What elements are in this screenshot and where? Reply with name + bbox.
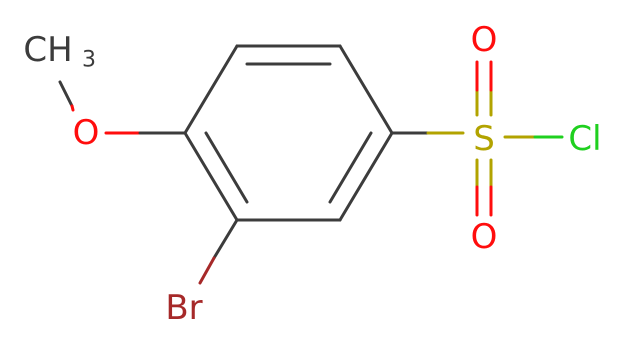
bond xyxy=(183,131,239,222)
bond xyxy=(212,218,239,260)
bond xyxy=(204,131,249,204)
bond xyxy=(328,131,373,204)
oxygen-label: O xyxy=(471,217,498,257)
oxygen-label: O xyxy=(471,20,498,60)
methyl-label: CH xyxy=(23,30,72,70)
bond xyxy=(338,131,394,222)
bromine-label: Br xyxy=(165,288,202,328)
oxygen-label: O xyxy=(73,113,100,153)
bond xyxy=(183,44,239,135)
sulfur-label: S xyxy=(473,119,495,159)
methyl-subscript: 3 xyxy=(82,48,96,73)
chlorine-label: Cl xyxy=(568,119,601,159)
bond xyxy=(338,44,394,135)
bond xyxy=(198,256,216,285)
bond xyxy=(70,104,75,112)
bond xyxy=(58,80,74,108)
atom-labels: CH 3 O Br S O O Cl xyxy=(23,20,601,328)
bonds xyxy=(58,44,564,285)
